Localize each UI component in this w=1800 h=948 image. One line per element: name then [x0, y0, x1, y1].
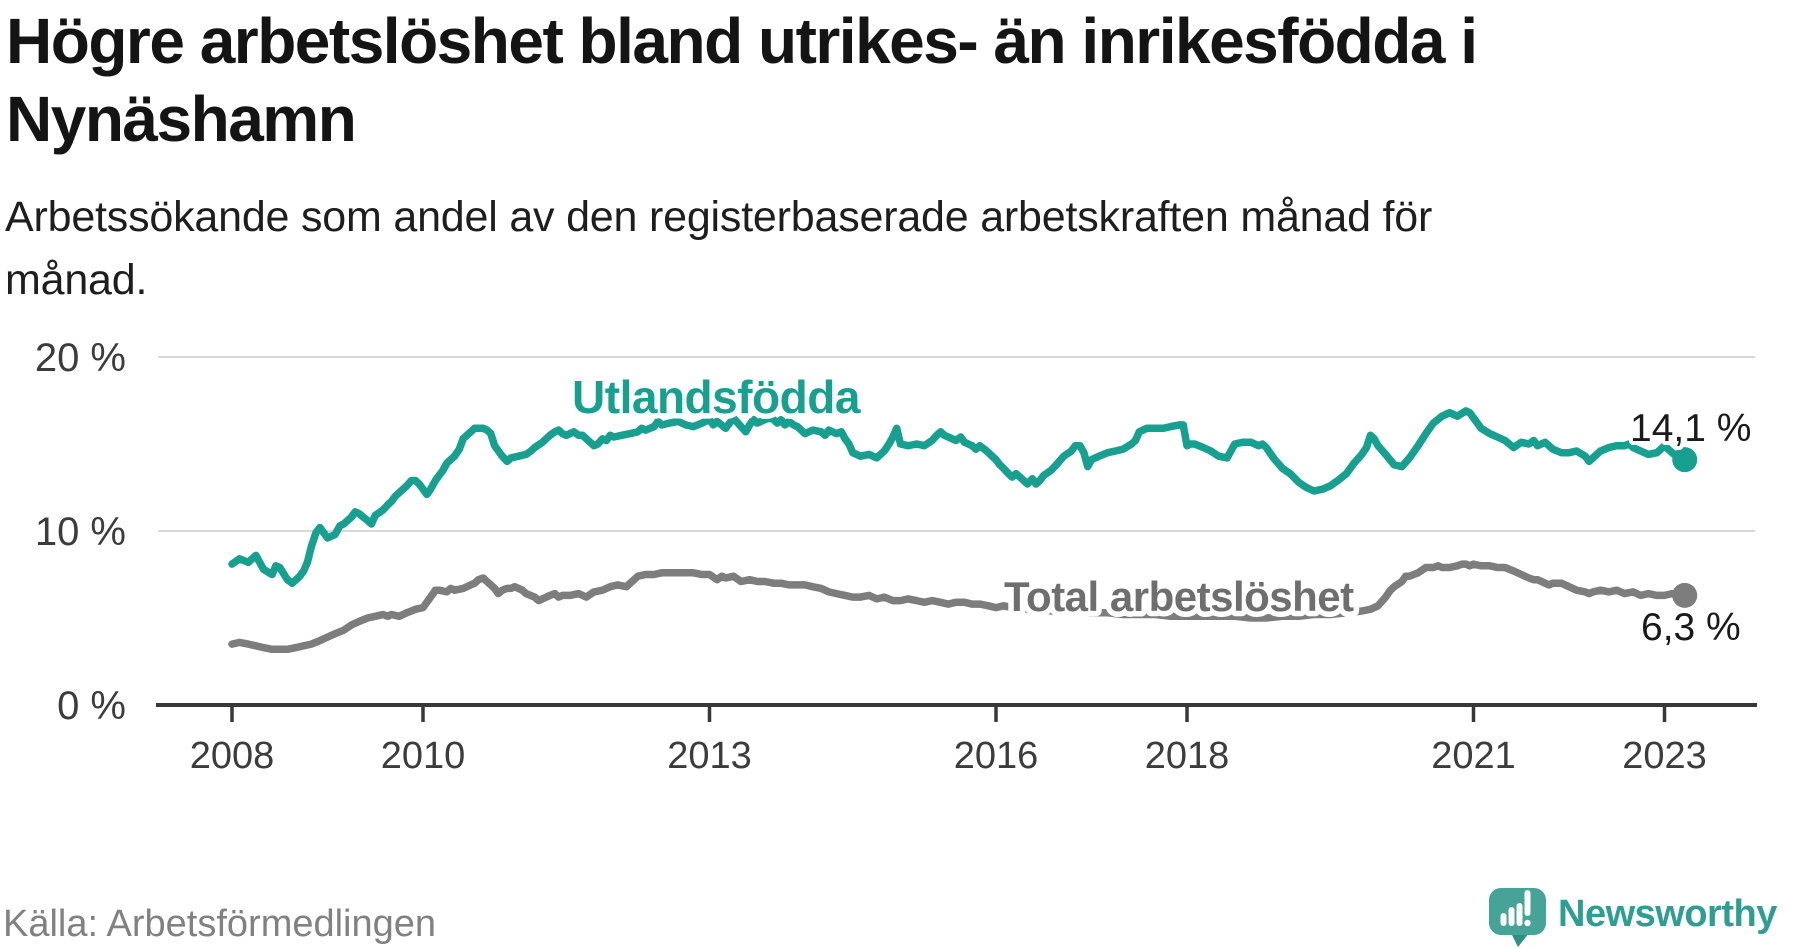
x-axis-tick-label: 2021	[1431, 735, 1516, 777]
x-axis-tick-label: 2016	[954, 735, 1039, 777]
page-subtitle-line-1: Arbetssökande som andel av den registerb…	[5, 193, 1433, 241]
y-axis-tick-label: 20 %	[35, 336, 126, 380]
page-subtitle-line-2: månad.	[5, 256, 148, 304]
y-axis-tick-label: 0 %	[57, 684, 126, 728]
page-title: Högre arbetslöshet bland utrikes- än inr…	[6, 2, 1478, 158]
x-axis-tick-label: 2008	[190, 735, 275, 777]
page-title-line-1: Högre arbetslöshet bland utrikes- än inr…	[6, 5, 1478, 77]
end-value-label: 6,3 %	[1641, 606, 1741, 649]
brand-name: Newsworthy	[1558, 893, 1777, 935]
end-value-label: 14,1 %	[1630, 407, 1751, 450]
x-axis-tick-label: 2023	[1622, 735, 1707, 777]
page-title-line-2: Nynäshamn	[6, 83, 357, 155]
y-axis-tick-label: 10 %	[35, 510, 126, 554]
x-axis-tick-label: 2018	[1145, 735, 1230, 777]
series-end-dot	[1672, 582, 1698, 608]
series-label: Utlandsfödda	[572, 371, 861, 423]
source-note: Källa: Arbetsförmedlingen	[3, 903, 437, 945]
x-axis-tick-label: 2013	[667, 735, 752, 777]
series-line-total	[228, 560, 1685, 654]
x-axis-tick-label: 2010	[381, 735, 466, 777]
series-line-utlandsfodda	[228, 407, 1685, 587]
newsworthy-logo-icon	[1489, 888, 1546, 947]
series-label: Total arbetslöshet	[1004, 573, 1354, 620]
page-subtitle: Arbetssökande som andel av den registerb…	[5, 186, 1432, 312]
series-end-dot	[1672, 447, 1698, 473]
